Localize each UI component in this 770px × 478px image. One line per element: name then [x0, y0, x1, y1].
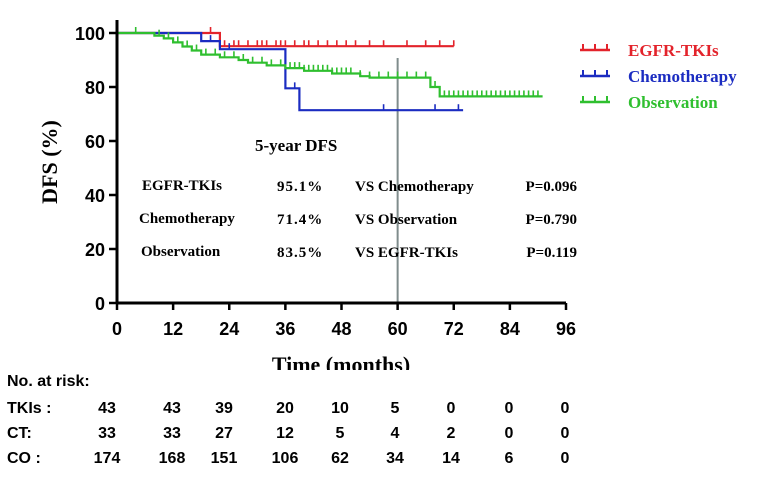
- risk-count: 14: [442, 450, 460, 467]
- series-chemotherapy: [117, 31, 464, 112]
- x-tick-label: 24: [219, 319, 239, 339]
- x-tick-label: 84: [500, 319, 520, 339]
- risk-count: 34: [386, 450, 404, 467]
- risk-table-title: No. at risk:: [7, 373, 90, 390]
- y-tick-label: 60: [85, 132, 105, 152]
- y-axis-title: DFS (%): [37, 120, 62, 204]
- legend-label: Chemotherapy: [628, 67, 737, 86]
- risk-count: 43: [98, 400, 116, 417]
- x-tick-label: 60: [388, 319, 408, 339]
- legend-label: EGFR-TKIs: [628, 41, 719, 60]
- risk-count: 2: [446, 425, 456, 442]
- x-tick-label: 0: [112, 319, 122, 339]
- annotation-comparison: VS EGFR-TKIs: [355, 245, 458, 261]
- series-egfr-tkis: [117, 27, 455, 48]
- annotation-comparison: VS Chemotherapy: [355, 179, 474, 195]
- y-tick-label: 0: [95, 294, 105, 314]
- risk-count: 33: [163, 425, 181, 442]
- x-axis-title: Time (months): [272, 352, 410, 370]
- y-tick-label: 20: [85, 240, 105, 260]
- x-tick-label: 72: [444, 319, 464, 339]
- risk-row-label: CT:: [7, 425, 32, 442]
- y-tick-label: 100: [75, 24, 105, 44]
- x-tick-label: 12: [163, 319, 183, 339]
- risk-count: 0: [504, 400, 514, 417]
- legend-item: Observation: [580, 93, 718, 112]
- annotation-rate: 95.1%: [277, 179, 323, 195]
- risk-count: 6: [504, 450, 514, 467]
- risk-count: 151: [210, 450, 238, 467]
- risk-count: 174: [93, 450, 121, 467]
- risk-count: 0: [560, 400, 570, 417]
- risk-count: 106: [271, 450, 299, 467]
- risk-count: 10: [331, 400, 349, 417]
- annotation-p-value: P=0.119: [526, 245, 577, 261]
- risk-count: 0: [504, 425, 514, 442]
- risk-count: 43: [163, 400, 181, 417]
- risk-count: 39: [215, 400, 233, 417]
- survival-curve: [117, 31, 464, 112]
- annotation-title: 5-year DFS: [255, 136, 337, 155]
- survival-curve: [117, 31, 543, 98]
- x-tick-label: 48: [331, 319, 351, 339]
- risk-count: 12: [276, 425, 294, 442]
- legend-item: EGFR-TKIs: [580, 41, 719, 60]
- y-tick-label: 80: [85, 78, 105, 98]
- legend-item: Chemotherapy: [580, 67, 737, 86]
- y-tick-label: 40: [85, 186, 105, 206]
- risk-count: 0: [560, 425, 570, 442]
- legend-label: Observation: [628, 93, 718, 112]
- annotation-comparison: VS Observation: [355, 212, 458, 228]
- risk-row-label: TKIs :: [7, 400, 52, 417]
- risk-count: 5: [335, 425, 345, 442]
- risk-count: 4: [390, 425, 400, 442]
- annotation-rate: 83.5%: [277, 245, 323, 261]
- risk-count: 168: [158, 450, 186, 467]
- risk-count: 33: [98, 425, 116, 442]
- annotation-group: Observation: [141, 244, 221, 260]
- annotation-p-value: P=0.790: [526, 212, 577, 228]
- x-tick-label: 96: [556, 319, 576, 339]
- annotation-group: Chemotherapy: [139, 211, 235, 227]
- annotation-rate: 71.4%: [277, 212, 323, 228]
- risk-row-label: CO :: [7, 450, 41, 467]
- x-tick-label: 36: [275, 319, 295, 339]
- risk-count: 27: [215, 425, 233, 442]
- risk-count: 0: [560, 450, 570, 467]
- risk-count: 20: [276, 400, 294, 417]
- risk-count: 5: [390, 400, 400, 417]
- annotation-p-value: P=0.096: [526, 179, 578, 195]
- series-observation: [117, 27, 543, 98]
- km-chart: 0 12 24 36 48 60 72 84 96 0 20 40 60 80 100 Time (month…: [37, 20, 737, 370]
- annotation-group: EGFR-TKIs: [142, 178, 222, 194]
- risk-count: 62: [331, 450, 349, 467]
- risk-count: 0: [446, 400, 456, 417]
